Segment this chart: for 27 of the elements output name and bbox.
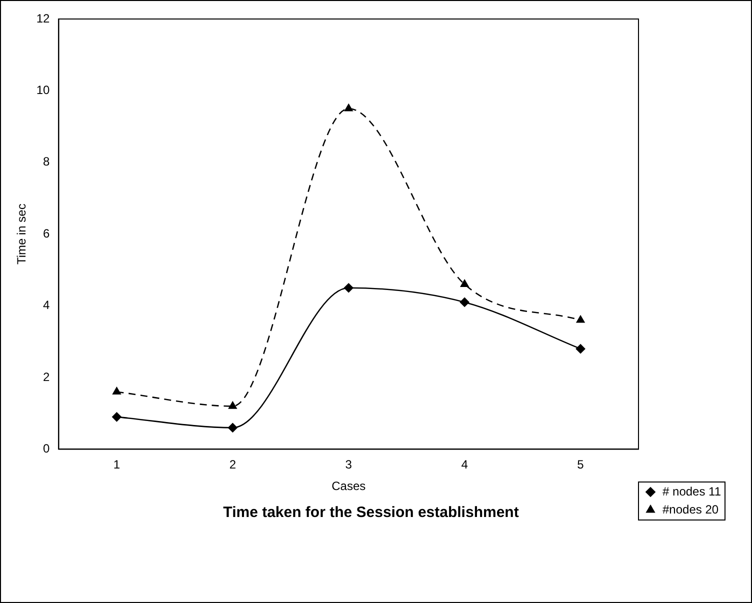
point <box>344 104 353 112</box>
point <box>112 412 122 422</box>
text: Time taken for the Session establishment <box>223 504 519 522</box>
x-tick-label: 4 <box>461 458 468 472</box>
point <box>344 283 354 293</box>
y-tick-label: 10 <box>36 83 50 98</box>
point <box>460 298 470 307</box>
point <box>460 280 469 287</box>
y-tick-label: 2 <box>43 370 50 384</box>
x-tick-label: 3 <box>345 458 352 472</box>
point <box>112 387 121 394</box>
x-tick-label: 2 <box>229 458 236 472</box>
y-tick-label: 4 <box>43 298 50 312</box>
legend-label: # nodes 11 <box>662 484 722 498</box>
y-tick-label: 12 <box>36 11 50 26</box>
point <box>576 315 585 323</box>
y-tick-label: 6 <box>43 226 50 240</box>
legend-label: #nodes 20 <box>662 502 719 516</box>
point <box>228 402 237 409</box>
x-tick-label: 1 <box>113 458 120 472</box>
y-tick-label: 8 <box>43 154 50 169</box>
point <box>228 423 238 432</box>
x-tick-label: 5 <box>577 458 584 472</box>
y-axis-title: Time in sec <box>14 204 29 265</box>
point <box>576 344 586 354</box>
x-axis-title: Cases <box>332 479 366 494</box>
y-tick-label: 0 <box>43 442 50 456</box>
